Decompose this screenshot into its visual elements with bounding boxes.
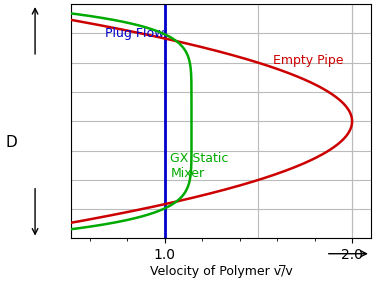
Text: GX Static
Mixer: GX Static Mixer — [170, 152, 229, 180]
X-axis label: Velocity of Polymer v/̅v: Velocity of Polymer v/̅v — [150, 265, 292, 278]
Text: D: D — [5, 135, 17, 150]
Text: Plug Flow: Plug Flow — [105, 27, 164, 40]
Text: Empty Pipe: Empty Pipe — [273, 54, 344, 67]
